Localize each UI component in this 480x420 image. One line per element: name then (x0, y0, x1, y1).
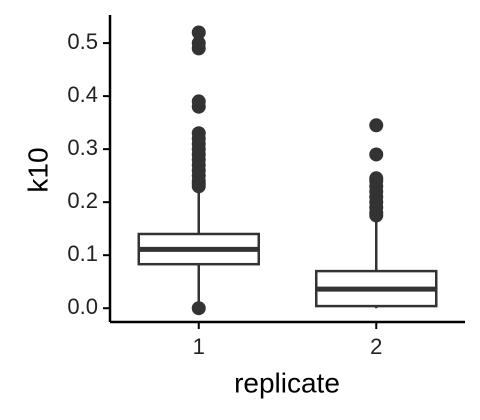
y-tick-label: 0.2 (67, 188, 98, 213)
y-tick-label: 0.5 (67, 29, 98, 54)
y-axis-title: k10 (22, 147, 53, 192)
x-axis-title: replicate (234, 367, 340, 398)
outlier (191, 301, 206, 316)
outlier (191, 126, 206, 141)
x-tick-label: 2 (370, 334, 382, 359)
y-tick-label: 0.0 (67, 294, 98, 319)
outlier (369, 118, 384, 133)
y-tick-label: 0.1 (67, 241, 98, 266)
x-tick-label: 1 (193, 334, 205, 359)
y-tick-label: 0.3 (67, 135, 98, 160)
outlier (369, 171, 384, 186)
y-tick-label: 0.4 (67, 82, 98, 107)
outlier (191, 25, 206, 40)
outlier (191, 36, 206, 51)
outlier (369, 147, 384, 162)
outlier (191, 94, 206, 109)
